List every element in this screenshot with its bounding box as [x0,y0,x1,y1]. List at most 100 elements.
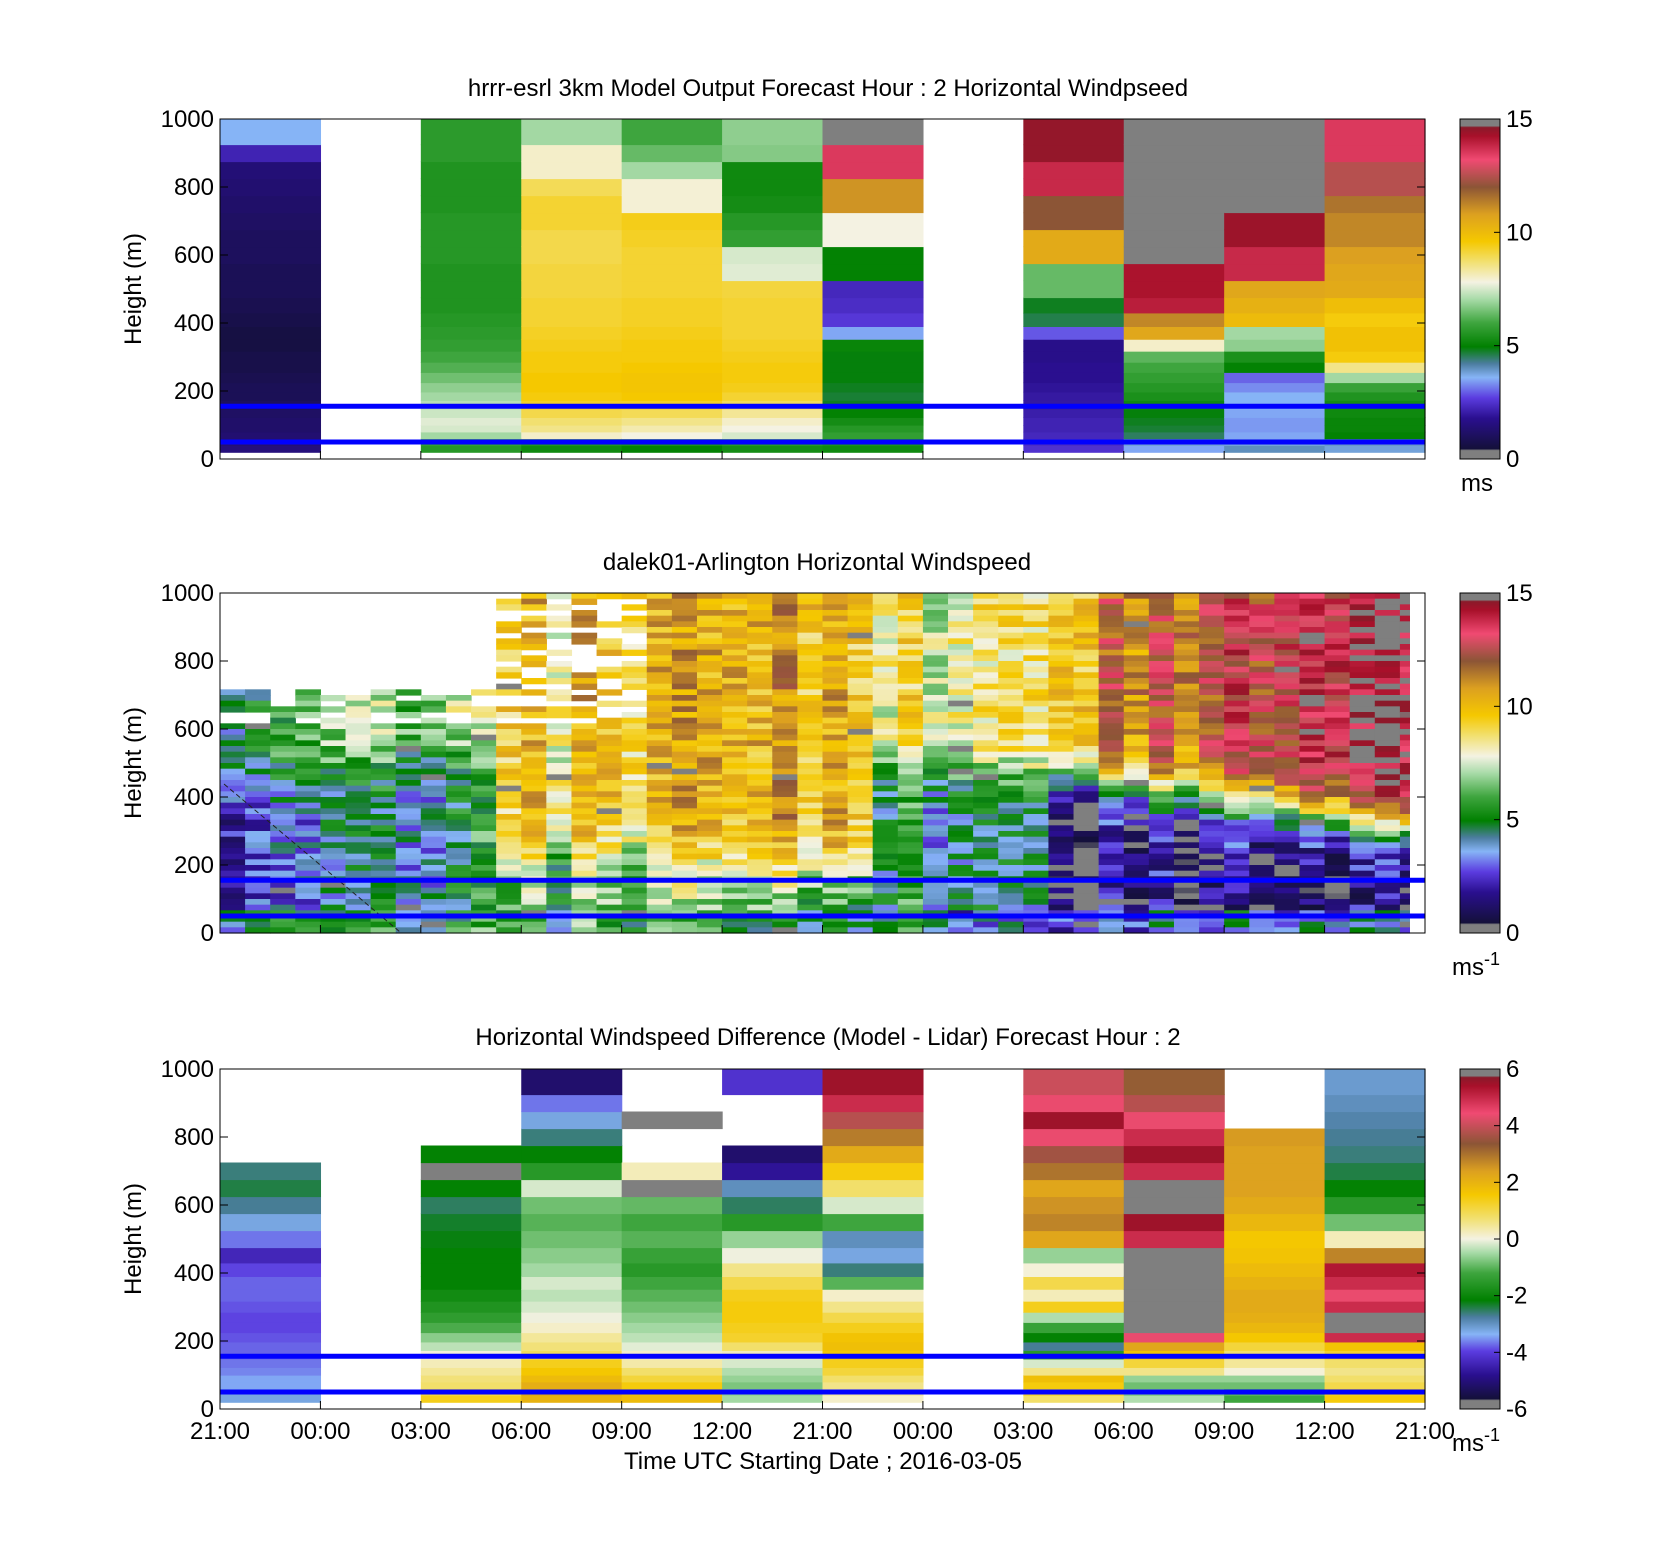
panel2-cell [496,797,522,804]
panel1-cell [822,119,924,146]
panel1-cell [1224,229,1326,248]
panel2-cell [797,644,824,651]
panel2-cell [973,746,999,753]
panel2-cell [1299,632,1326,639]
panel2-cell [1274,814,1301,821]
panel1-cell [722,425,824,433]
panel2-cell [747,853,773,860]
panel2-cell [220,916,246,923]
panel2-cell [521,678,547,685]
panel2-cell [395,899,422,906]
panel2-cell [571,853,598,860]
panel2-cell [973,848,999,855]
panel2-cell [1023,644,1050,651]
panel2-cell [596,774,623,781]
panel2-cell [1123,802,1150,809]
panel2-cell [1199,746,1225,753]
panel2-cell [772,882,798,889]
panel2-cell [445,899,472,906]
panel2-cell [948,689,974,696]
panel2-cell [1349,621,1376,628]
panel2-cell [1048,921,1075,928]
panel2-cell [872,729,899,736]
panel2-cell [1299,644,1326,651]
panel2-cell [922,751,949,758]
panel2-cell [1299,717,1326,724]
panel2-cell [948,757,974,764]
panel2-cell [722,836,748,843]
panel1-heatmap [220,119,1426,453]
panel2-cell [445,751,472,758]
panel2-cell [496,819,522,826]
panel2-cell [445,921,472,928]
panel2-cell [1324,649,1351,656]
panel2-cell [1349,853,1376,860]
panel2-cell [696,882,723,889]
panel2-cell [471,802,497,809]
panel2-cell [747,621,773,628]
panel2-cell [772,627,798,634]
panel2-cell [822,780,849,787]
panel2-cell [1148,910,1175,917]
panel2-cell [596,870,623,877]
panel1-cell [822,362,924,373]
panel2-cell [1023,774,1050,781]
y-tick-label: 1000 [161,106,214,133]
panel1-cell [1224,144,1326,163]
panel2-cell [571,927,598,934]
panel2-cell [1123,615,1150,622]
panel2-cell [998,802,1024,809]
panel2-cell [496,757,522,764]
panel2-cell [772,672,798,679]
panel1-colorbar-unit: ms [1461,470,1493,497]
panel2-cell [973,729,999,736]
panel2-cell [1224,910,1250,917]
panel2-cell [295,859,322,866]
panel2-cell [1224,598,1250,605]
panel2-cell [1374,661,1401,668]
panel1-cell [1023,280,1125,299]
panel1-cell [822,391,924,401]
panel2-cell [1073,768,1100,775]
panel2-cell [370,842,397,849]
panel2-cell [973,831,999,838]
panel2-cell [897,678,924,685]
panel2-cell [571,610,598,617]
panel2-cell [395,910,422,917]
panel2-cell [295,848,322,855]
panel2-cell [1274,882,1301,889]
panel3-cell [521,1301,623,1313]
panel3-cell [1023,1332,1125,1343]
panel2-cell [1324,802,1351,809]
panel2-cell [646,814,673,821]
panel2-cell [1123,621,1150,628]
panel2-cell [345,757,372,764]
panel2-cell [571,621,598,628]
panel2-cell [571,791,598,798]
colorbar-tick-label: 0 [1506,920,1519,947]
panel2-cell [295,774,322,781]
panel2-cell [420,746,447,753]
panel2-cell [1199,774,1225,781]
panel2-cell [1073,785,1100,792]
panel2-cell [1148,887,1175,894]
panel2-cell [621,819,648,826]
panel2-cell [897,655,924,662]
panel2-cell [897,774,924,781]
panel2-cell [1173,717,1200,724]
panel1-cell [1123,417,1225,426]
panel1-cell [822,161,924,180]
panel2-cell [1173,706,1200,713]
panel3-cell [621,1289,723,1302]
panel2-cell [948,808,974,815]
panel2-cell [922,615,949,622]
panel2-cell [847,791,874,798]
panel2-cell [897,910,924,917]
panel2-cell [1023,785,1050,792]
panel2-cell [646,610,673,617]
panel3-cell [220,1358,322,1368]
panel2-cell [420,802,447,809]
panel2-cell [596,780,623,787]
panel3-cell [420,1145,522,1164]
panel2-cell [797,910,824,917]
